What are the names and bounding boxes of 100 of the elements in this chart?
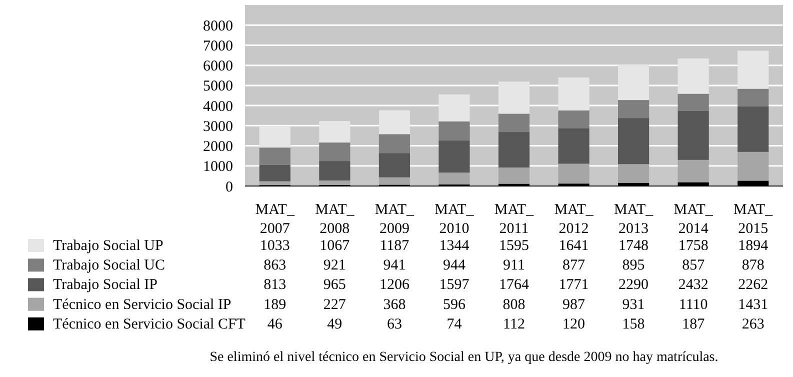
bar bbox=[259, 126, 290, 148]
data-label: 2262 bbox=[738, 277, 768, 294]
data-label: 1894 bbox=[738, 238, 769, 254]
bar bbox=[378, 177, 410, 185]
data-label: 1641 bbox=[558, 238, 589, 254]
data-label: 808 bbox=[502, 296, 526, 313]
bar bbox=[378, 110, 410, 134]
data-label: 1748 bbox=[618, 238, 649, 254]
bar bbox=[438, 94, 470, 122]
data-label: 857 bbox=[682, 258, 706, 274]
y-tick-label: 3000 bbox=[203, 118, 233, 135]
y-tick-label: 6000 bbox=[203, 58, 233, 75]
bar bbox=[378, 134, 410, 154]
data-label: 863 bbox=[264, 258, 286, 274]
legend-label: Trabajo Social UC bbox=[53, 258, 165, 274]
bar bbox=[558, 164, 590, 184]
data-label: 1758 bbox=[678, 238, 708, 254]
y-tick-label: 5000 bbox=[203, 78, 233, 95]
bar bbox=[259, 164, 290, 182]
data-label: 368 bbox=[383, 296, 406, 313]
data-label: 227 bbox=[323, 296, 346, 313]
data-label: 2290 bbox=[618, 277, 649, 294]
data-label: 1597 bbox=[439, 277, 470, 294]
data-label: 189 bbox=[264, 296, 286, 313]
bar bbox=[558, 128, 590, 164]
data-label: 895 bbox=[622, 258, 645, 274]
y-tick-label: 1000 bbox=[203, 159, 233, 176]
x-tick-label: MAT_ 2013 bbox=[614, 202, 654, 237]
legend-label: Trabajo Social UP bbox=[53, 238, 164, 254]
data-label: 1067 bbox=[320, 238, 350, 254]
data-label: 187 bbox=[682, 316, 706, 332]
data-label: 1764 bbox=[499, 277, 530, 294]
bar bbox=[558, 110, 590, 128]
data-label: 1431 bbox=[738, 296, 768, 313]
bar bbox=[319, 142, 350, 162]
data-label: 158 bbox=[622, 316, 645, 332]
data-label: 49 bbox=[327, 316, 342, 332]
legend-label: Trabajo Social IP bbox=[53, 277, 158, 294]
x-tick-label: MAT_ 2010 bbox=[434, 202, 474, 237]
data-label: 1187 bbox=[380, 238, 410, 254]
bar bbox=[438, 140, 470, 173]
data-label: 987 bbox=[562, 296, 586, 313]
bar bbox=[738, 106, 769, 152]
legend-label: Técnico en Servicio Social IP bbox=[53, 296, 232, 313]
bar bbox=[438, 121, 470, 140]
bar bbox=[498, 82, 530, 114]
data-label: 944 bbox=[442, 258, 466, 274]
y-tick-label: 4000 bbox=[203, 98, 233, 115]
bar bbox=[259, 148, 290, 165]
bar bbox=[678, 160, 709, 182]
bar bbox=[678, 58, 709, 94]
data-label: 1110 bbox=[678, 296, 708, 313]
bar bbox=[618, 164, 650, 183]
data-label: 813 bbox=[264, 277, 286, 294]
data-label: 112 bbox=[503, 316, 525, 332]
data-label: 1595 bbox=[499, 238, 529, 254]
data-label: 1033 bbox=[260, 238, 290, 254]
data-label: 596 bbox=[442, 296, 466, 313]
data-label: 965 bbox=[323, 277, 346, 294]
data-label: 74 bbox=[446, 316, 462, 332]
bar bbox=[618, 100, 650, 118]
x-tick-label: MAT_ 2014 bbox=[674, 202, 714, 237]
legend-label: Técnico en Servicio Social CFT bbox=[53, 316, 246, 332]
data-label: 1206 bbox=[379, 277, 410, 294]
bar bbox=[319, 121, 350, 143]
bar bbox=[738, 88, 769, 106]
bar bbox=[498, 114, 530, 132]
data-label: 877 bbox=[562, 258, 586, 274]
bar bbox=[618, 64, 650, 100]
bar bbox=[678, 111, 709, 160]
bar bbox=[738, 50, 769, 89]
data-label: 120 bbox=[562, 316, 586, 332]
data-label: 46 bbox=[267, 316, 283, 332]
data-label: 878 bbox=[742, 258, 764, 274]
data-label: 921 bbox=[323, 258, 346, 274]
x-tick-label: MAT_ 2011 bbox=[494, 202, 534, 237]
x-tick-label: MAT_ 2009 bbox=[374, 202, 415, 237]
data-label: 911 bbox=[503, 258, 525, 274]
data-label: 63 bbox=[386, 316, 402, 332]
data-label: 2432 bbox=[678, 277, 708, 294]
y-tick-label: 0 bbox=[226, 179, 233, 196]
data-label: 1344 bbox=[439, 238, 470, 254]
x-tick-label: MAT_ 2012 bbox=[554, 202, 594, 237]
bar bbox=[319, 180, 350, 186]
x-tick-label: MAT_ 2008 bbox=[315, 202, 355, 237]
data-label: 931 bbox=[622, 296, 645, 313]
y-tick-label: 7000 bbox=[203, 38, 233, 54]
data-label: 941 bbox=[383, 258, 406, 274]
data-label: 263 bbox=[742, 316, 764, 332]
bar bbox=[558, 77, 590, 110]
text: Se eliminó el nivel técnico en Servicio Social en UP, ya que desde 2009 no hay matrículas. bbox=[210, 350, 718, 365]
bar bbox=[498, 132, 530, 168]
bar bbox=[678, 94, 709, 112]
bar bbox=[738, 152, 769, 181]
bar bbox=[618, 118, 650, 164]
x-tick-label: MAT_ 2015 bbox=[734, 202, 774, 237]
y-tick-label: 8000 bbox=[203, 18, 233, 34]
data-label: 1771 bbox=[558, 277, 589, 294]
x-tick-label: MAT_ 2007 bbox=[255, 202, 295, 237]
bar bbox=[319, 161, 350, 180]
